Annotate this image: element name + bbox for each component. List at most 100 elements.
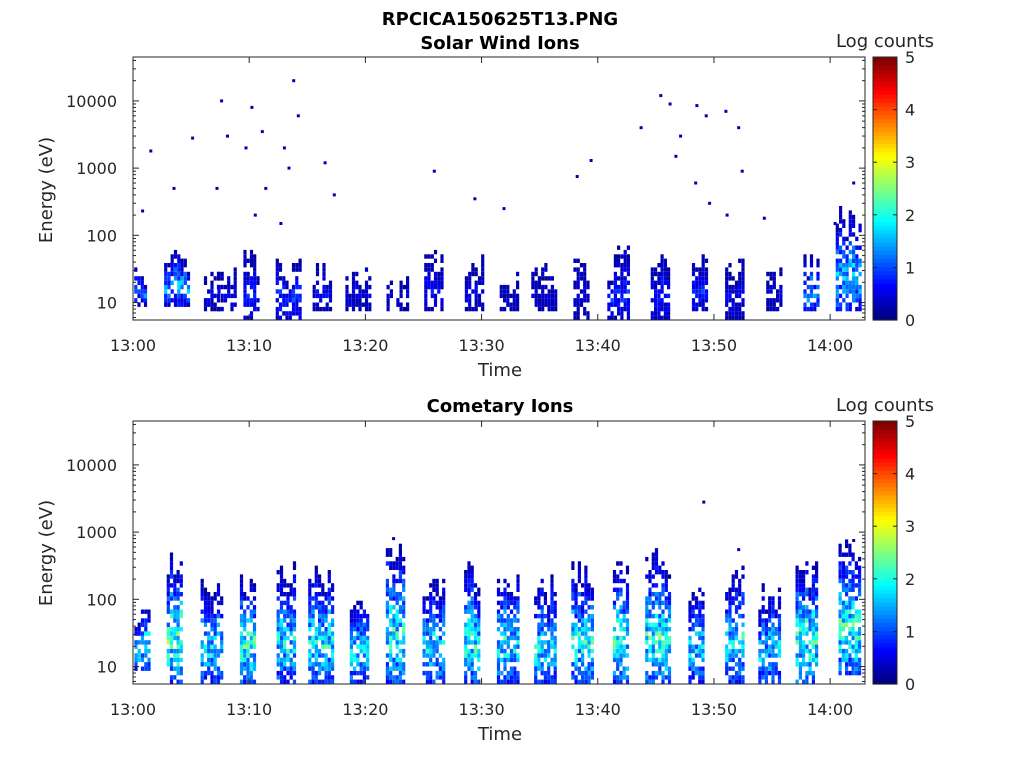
- bin-cell: [774, 666, 778, 671]
- bin-cell: [177, 302, 181, 307]
- bin-cell: [474, 293, 478, 299]
- bin-cell: [217, 289, 221, 294]
- bin-cell: [230, 302, 234, 307]
- bin-cell: [728, 631, 732, 636]
- bin-cell: [841, 605, 845, 610]
- colorbar-segment: [873, 200, 897, 206]
- bin-cell: [758, 640, 762, 645]
- bin-cell: [140, 657, 145, 663]
- bin-cell: [616, 635, 620, 641]
- bin-cell: [623, 254, 627, 259]
- bin-cell: [137, 627, 141, 632]
- bin-cell: [477, 600, 481, 606]
- bin-cell: [667, 302, 671, 307]
- bin-cell: [651, 583, 655, 588]
- bin-cell: [808, 662, 812, 667]
- bin-cell: [576, 267, 580, 272]
- bin-cell: [658, 618, 662, 623]
- bin-cell: [842, 263, 846, 268]
- bin-cell: [210, 648, 214, 654]
- bin-cell: [701, 298, 705, 303]
- bin-cell: [314, 675, 318, 680]
- bin-cell: [392, 561, 396, 566]
- bin-cell: [402, 662, 406, 667]
- bin-cell: [249, 315, 254, 320]
- bin-cell: [512, 306, 516, 312]
- bin-cell: [537, 587, 541, 592]
- bin-cell: [282, 311, 286, 316]
- bin-cell: [803, 293, 807, 299]
- bin-cell: [200, 675, 204, 680]
- bin-cell: [803, 254, 807, 259]
- bin-cell: [571, 627, 575, 632]
- bin-cell: [845, 605, 849, 610]
- bin-cell: [758, 679, 762, 684]
- bin-cell: [550, 578, 554, 584]
- bin-cell: [176, 670, 180, 676]
- bin-cell: [435, 670, 439, 676]
- scatter-point: [702, 500, 706, 504]
- bin-cell: [848, 662, 852, 667]
- bin-cell: [728, 657, 732, 663]
- bin-cell: [275, 267, 279, 272]
- bin-cell: [147, 640, 151, 645]
- bin-cell: [506, 627, 510, 632]
- bin-cell: [838, 561, 842, 566]
- bin-cell: [308, 657, 312, 663]
- bin-cell: [550, 596, 554, 601]
- bin-cell: [286, 613, 290, 619]
- bin-cell: [553, 592, 557, 597]
- bin-cell: [425, 596, 429, 601]
- bin-cell: [694, 613, 699, 619]
- bin-cell: [173, 293, 178, 299]
- bin-cell: [292, 587, 297, 592]
- bin-cell: [500, 600, 504, 606]
- cometary-colorbar-label: Log counts: [836, 395, 934, 416]
- bin-cell: [725, 267, 729, 272]
- bin-cell: [433, 302, 438, 307]
- bin-cell: [731, 618, 735, 623]
- bin-cell: [246, 302, 250, 307]
- bin-cell: [213, 627, 217, 632]
- bin-cell: [769, 276, 773, 281]
- bin-cell: [771, 640, 775, 645]
- bin-cell: [318, 622, 322, 627]
- scatter-point: [141, 209, 145, 213]
- bin-cell: [282, 293, 286, 299]
- bin-cell: [547, 293, 551, 299]
- bin-cell: [620, 271, 624, 277]
- bin-cell: [200, 596, 204, 601]
- burst-9: [464, 561, 481, 684]
- bin-cell: [852, 271, 856, 277]
- bin-cell: [806, 298, 810, 303]
- bin-cell: [583, 289, 587, 294]
- bin-cell: [848, 280, 852, 285]
- bin-cell: [798, 592, 802, 597]
- bin-cell: [355, 302, 359, 307]
- bin-cell: [286, 596, 290, 601]
- bin-cell: [200, 657, 204, 663]
- bin-cell: [571, 587, 575, 592]
- bin-cell: [584, 565, 588, 570]
- bin-cell: [473, 622, 478, 627]
- bin-cell: [331, 640, 335, 645]
- bin-cell: [534, 600, 538, 606]
- bin-cell: [312, 306, 316, 312]
- bin-cell: [176, 574, 180, 579]
- bin-cell: [179, 592, 183, 597]
- colorbar-segment: [873, 540, 897, 545]
- solar-wind-ylabel: Energy (eV): [36, 137, 57, 243]
- bin-cell: [841, 635, 845, 641]
- colorbar-segment: [873, 155, 897, 161]
- bin-cell: [467, 622, 471, 627]
- bin-cell: [845, 587, 849, 592]
- bin-cell: [550, 276, 554, 281]
- cometary-ylabel: Energy (eV): [36, 500, 57, 606]
- bin-cell: [534, 280, 538, 285]
- bin-cell: [506, 600, 510, 606]
- bin-cell: [613, 258, 617, 263]
- bin-cell: [660, 276, 664, 281]
- bin-cell: [583, 271, 587, 277]
- bin-cell: [279, 627, 284, 632]
- bin-cell: [623, 249, 627, 255]
